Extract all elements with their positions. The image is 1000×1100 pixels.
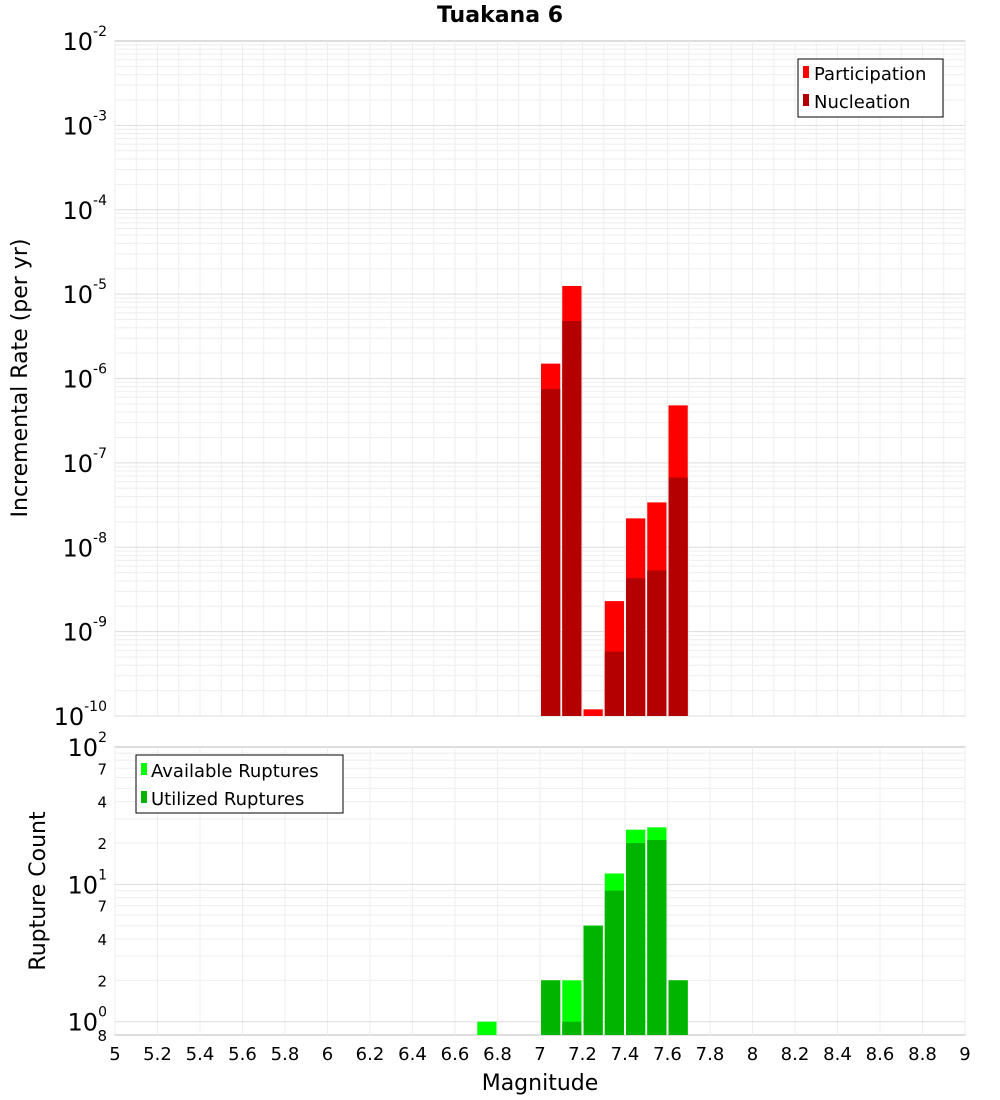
y-tick-label-minor: 2 <box>97 972 107 990</box>
nucleation-bar <box>562 321 582 716</box>
utilized-ruptures-bar <box>626 843 646 1035</box>
legend-label-nucleation: Nucleation <box>814 92 910 113</box>
x-tick-label: 6.4 <box>398 1044 427 1065</box>
y-tick-label: 10-10 <box>54 699 107 731</box>
y-tick-label: 10-7 <box>62 446 107 478</box>
x-tick-label: 5.6 <box>228 1044 257 1065</box>
x-ticks: 5 5.2 5.4 5.6 5.8 6 6.2 6.4 6.6 6.8 7 7.2 7.4 7.6 7.8 8… <box>109 1044 970 1065</box>
y-tick-label-minor: 8 <box>97 1027 107 1045</box>
utilized-ruptures-bar <box>583 925 603 1035</box>
x-tick-label: 5.2 <box>143 1044 172 1065</box>
nucleation-bar <box>604 651 624 716</box>
count-y-axis-label: Rupture Count <box>26 811 51 971</box>
x-tick-label: 7 <box>534 1044 545 1065</box>
y-tick-label: 102 <box>68 730 107 762</box>
available-ruptures-bar <box>477 1021 497 1035</box>
x-tick-label: 8 <box>747 1044 758 1065</box>
x-tick-label: 6 <box>322 1044 333 1065</box>
nucleation-bar <box>668 477 688 716</box>
y-tick-label: 101 <box>68 867 107 899</box>
x-tick-label: 8.8 <box>908 1044 937 1065</box>
utilized-ruptures-bar <box>647 840 667 1035</box>
y-tick-label-minor: 7 <box>97 760 107 778</box>
count-bars <box>477 827 688 1035</box>
nucleation-bar <box>626 578 646 716</box>
utilized-ruptures-bar <box>541 980 561 1035</box>
x-tick-label: 7.2 <box>568 1044 597 1065</box>
x-tick-label: 6.6 <box>441 1044 470 1065</box>
y-tick-label: 10-9 <box>62 615 107 647</box>
available-ruptures-bar <box>562 980 582 1035</box>
y-tick-label: 10-8 <box>62 530 107 562</box>
rate-y-ticks: 10-2 10-3 10-4 10-5 10-6 10-7 10-8 10-9 10-10 <box>54 24 108 731</box>
x-tick-label: 8.6 <box>866 1044 895 1065</box>
rate-y-axis-label: Incremental Rate (per yr) <box>8 239 33 518</box>
y-tick-label: 10-3 <box>62 108 107 140</box>
nucleation-bar <box>541 389 561 716</box>
x-tick-label: 9 <box>959 1044 970 1065</box>
rate-grid <box>114 41 966 717</box>
x-tick-label: 5 <box>109 1044 120 1065</box>
y-tick-label-minor: 7 <box>97 898 107 916</box>
x-tick-label: 8.2 <box>781 1044 810 1065</box>
y-tick-label-minor: 4 <box>97 931 107 949</box>
legend-label-participation: Participation <box>814 64 926 85</box>
x-tick-label: 5.4 <box>186 1044 215 1065</box>
y-tick-label: 100 <box>68 1005 107 1037</box>
utilized-ruptures-bar <box>668 980 688 1035</box>
y-tick-label: 10-4 <box>62 193 107 225</box>
nucleation-bar <box>647 570 667 716</box>
legend-swatch-available <box>141 763 147 775</box>
y-tick-label: 10-6 <box>62 362 107 394</box>
x-tick-label: 6.8 <box>483 1044 512 1065</box>
chart-title: Tuakana 6 <box>437 3 563 28</box>
x-tick-label: 7.8 <box>696 1044 725 1065</box>
y-tick-label: 10-5 <box>62 277 107 309</box>
x-tick-label: 7.6 <box>653 1044 682 1065</box>
x-tick-label: 5.8 <box>271 1044 300 1065</box>
legend-label-available: Available Ruptures <box>151 761 319 782</box>
legend-swatch-utilized <box>141 791 147 803</box>
utilized-ruptures-bar <box>604 890 624 1035</box>
rate-legend: Participation Nucleation <box>797 58 944 118</box>
x-axis-label: Magnitude <box>482 1071 599 1096</box>
rate-panel: 10-2 10-3 10-4 10-5 10-6 10-7 10-8 10-9 10-10 In… <box>8 24 966 731</box>
x-tick-label: 7.4 <box>611 1044 640 1065</box>
participation-bar <box>583 709 603 716</box>
x-tick-label: 6.2 <box>356 1044 385 1065</box>
legend-swatch-nucleation <box>803 94 809 106</box>
legend-label-utilized: Utilized Ruptures <box>151 789 304 810</box>
legend-swatch-participation <box>803 66 809 78</box>
y-tick-label: 10-2 <box>62 24 107 56</box>
count-legend: Available Ruptures Utilized Ruptures <box>135 754 344 814</box>
y-tick-label-minor: 2 <box>97 835 107 853</box>
utilized-ruptures-bar <box>562 1021 582 1035</box>
y-tick-label-minor: 4 <box>97 794 107 812</box>
x-tick-label: 8.4 <box>823 1044 852 1065</box>
rate-bars <box>541 285 688 716</box>
